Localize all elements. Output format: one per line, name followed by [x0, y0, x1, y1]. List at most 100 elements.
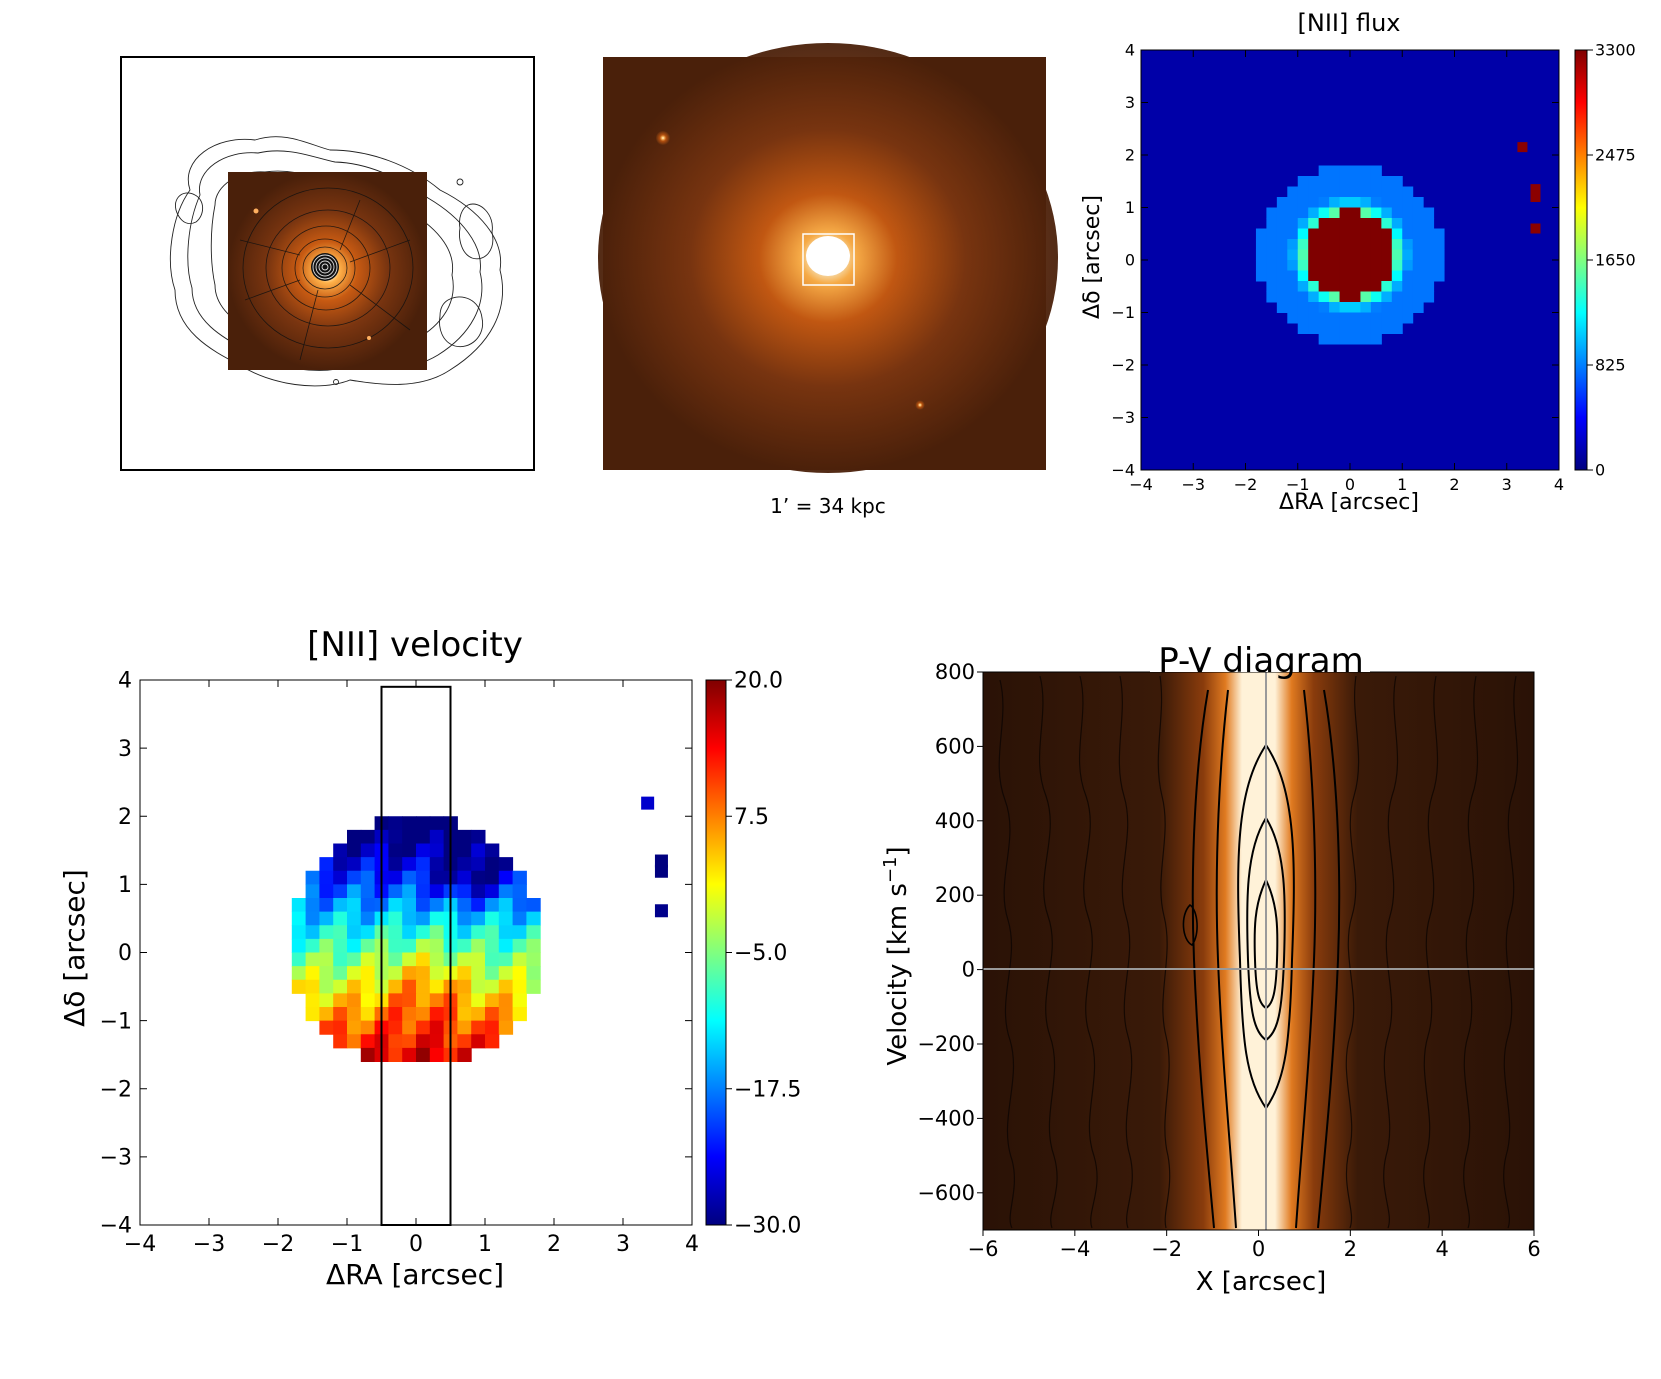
flux-pixel [1255, 270, 1267, 282]
velocity-pixel [512, 966, 527, 981]
pv-xlabel: X [arcsec] [1196, 1267, 1327, 1297]
velocity-pixel [319, 966, 334, 981]
flux-pixel [1433, 270, 1445, 282]
y-tick-label: −2 [1111, 356, 1135, 375]
flux-x-ticks: −4 −3 −2 −1 0 1 2 3 4 [1129, 50, 1564, 494]
flux-pixel [1370, 312, 1382, 324]
y-tick-label: −600 [917, 1181, 975, 1205]
flux-pixel [1412, 270, 1424, 282]
velocity-pixel [402, 1034, 417, 1049]
core-contours [311, 253, 339, 281]
flux-pixel [1381, 249, 1393, 261]
flux-pixel [1287, 239, 1299, 250]
flux-pixel [1276, 239, 1288, 250]
velocity-pixel [305, 952, 320, 967]
x-tick-label: −6 [968, 1237, 999, 1261]
flux-pixel [1360, 165, 1372, 177]
velocity-pixel [498, 966, 514, 981]
velocity-pixel [498, 1020, 514, 1035]
flux-pixel [1391, 228, 1403, 240]
colorbar-tick-label: 20.0 [734, 669, 783, 694]
colorbar-tick-label: 825 [1595, 356, 1626, 375]
velocity-pixel [333, 938, 348, 953]
velocity-pixel [291, 938, 307, 953]
velocity-pixel [305, 979, 320, 994]
flux-colorbar [1574, 49, 1588, 471]
flux-pixel [1308, 270, 1320, 282]
flux-pixel [1391, 186, 1403, 198]
flux-pixel [1423, 228, 1435, 240]
velocity-pixel [498, 898, 514, 913]
flux-pixel [1360, 270, 1372, 282]
flux-plot-area [1140, 49, 1560, 471]
velocity-pixel [429, 1034, 445, 1049]
flux-pixel [1433, 260, 1445, 271]
velocity-pixel [429, 925, 445, 940]
flux-pixel [1423, 291, 1435, 303]
flux-pixel [1370, 165, 1382, 177]
velocity-pixel [360, 925, 376, 940]
velocity-pixel [388, 966, 403, 981]
velocity-pixel [347, 857, 362, 872]
flux-pixel [1402, 197, 1414, 208]
velocity-pixel [429, 898, 445, 913]
velocity-pixel [429, 829, 445, 844]
velocity-pixel [402, 884, 417, 899]
velocity-pixel [319, 979, 334, 994]
velocity-pixel [333, 870, 348, 885]
flux-pixel [1276, 291, 1288, 303]
velocity-pixel [402, 870, 417, 885]
flux-pixel [1339, 197, 1351, 208]
velocity-pixel [416, 952, 431, 967]
flux-pixel [1350, 197, 1361, 208]
velocity-pixel [471, 966, 486, 981]
y-tick-label: 0 [118, 941, 132, 966]
velocity-pixel [498, 979, 514, 994]
y-tick-label: 4 [118, 669, 132, 694]
flux-pixel [1381, 312, 1393, 324]
flux-pixel [1433, 228, 1445, 240]
flux-pixel [1308, 249, 1320, 261]
velocity-pixel [319, 884, 334, 899]
x-tick-label: −4 [124, 1232, 156, 1257]
flux-pixel [1287, 302, 1299, 313]
x-tick-label: −4 [1129, 475, 1153, 494]
x-tick-label: 6 [1527, 1237, 1540, 1261]
velocity-pixel [360, 829, 376, 844]
flux-pixel [1297, 291, 1309, 303]
flux-pixel [1287, 186, 1299, 198]
velocity-pixel [305, 1007, 320, 1022]
flux-pixel [1318, 312, 1330, 324]
flux-pixel [1381, 323, 1393, 334]
flux-pixel [1391, 291, 1403, 303]
velocity-pixel [485, 952, 500, 967]
velocity-pixel [347, 1020, 362, 1035]
flux-pixel [1391, 260, 1403, 271]
flux-pixel [1318, 186, 1330, 198]
flux-pixel [1297, 176, 1309, 187]
velocity-pixel [388, 1007, 403, 1022]
flux-pixel [1360, 176, 1372, 187]
velocity-pixel [457, 952, 472, 967]
flux-y-ticks: 4 3 2 1 0 −1 −2 −3 −4 [1111, 41, 1559, 480]
flux-pixel [1339, 312, 1351, 324]
velocity-pixel [429, 1020, 445, 1035]
y-tick-label: 2 [1125, 146, 1135, 165]
velocity-pixel [319, 1020, 334, 1035]
flux-pixel [1339, 207, 1351, 219]
velocity-pixel [416, 911, 431, 926]
y-tick-label: 600 [935, 734, 975, 758]
flux-pixel [1329, 333, 1341, 345]
y-tick-label: 4 [1125, 41, 1135, 60]
velocity-pixel [388, 1034, 403, 1049]
flux-pixel [1339, 291, 1351, 303]
flux-pixel [1318, 333, 1330, 345]
x-tick-label: −2 [1151, 1237, 1182, 1261]
velocity-pixel [471, 911, 486, 926]
flux-pixel [1318, 260, 1330, 271]
velocity-pixel [416, 829, 431, 844]
flux-pixel [1423, 239, 1435, 250]
y-tick-label: 400 [935, 809, 975, 833]
velocity-pixel [416, 870, 431, 885]
